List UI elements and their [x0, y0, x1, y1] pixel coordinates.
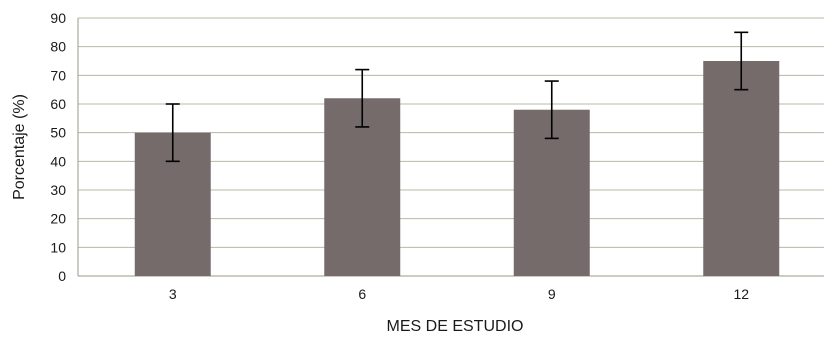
x-tick-label: 9	[548, 286, 556, 302]
error-bars	[165, 31, 749, 163]
y-tick-label: 90	[50, 10, 66, 26]
y-tick-label: 50	[50, 125, 66, 141]
bar	[324, 98, 401, 277]
y-tick-label: 70	[50, 67, 66, 83]
x-tick-label: 3	[169, 286, 177, 302]
y-tick-label: 0	[58, 268, 66, 284]
y-tick-label: 40	[50, 153, 66, 169]
y-tick-label: 10	[50, 239, 66, 255]
x-axis-title: MES DE ESTUDIO	[387, 318, 524, 335]
y-tick-label: 60	[50, 96, 66, 112]
x-tick-label: 12	[733, 286, 749, 302]
x-tick-label: 6	[358, 286, 366, 302]
x-axis-ticks: 3 6 9 12	[169, 286, 749, 302]
y-tick-label: 20	[50, 211, 66, 227]
y-tick-label: 80	[50, 39, 66, 55]
y-tick-label: 30	[50, 182, 66, 198]
y-axis-title: Porcentaje (%)	[11, 94, 28, 200]
y-axis-ticks: 0 10 20 30 40 50 60 70 80 90	[50, 10, 66, 284]
bars	[134, 61, 780, 277]
bar	[703, 61, 780, 276]
